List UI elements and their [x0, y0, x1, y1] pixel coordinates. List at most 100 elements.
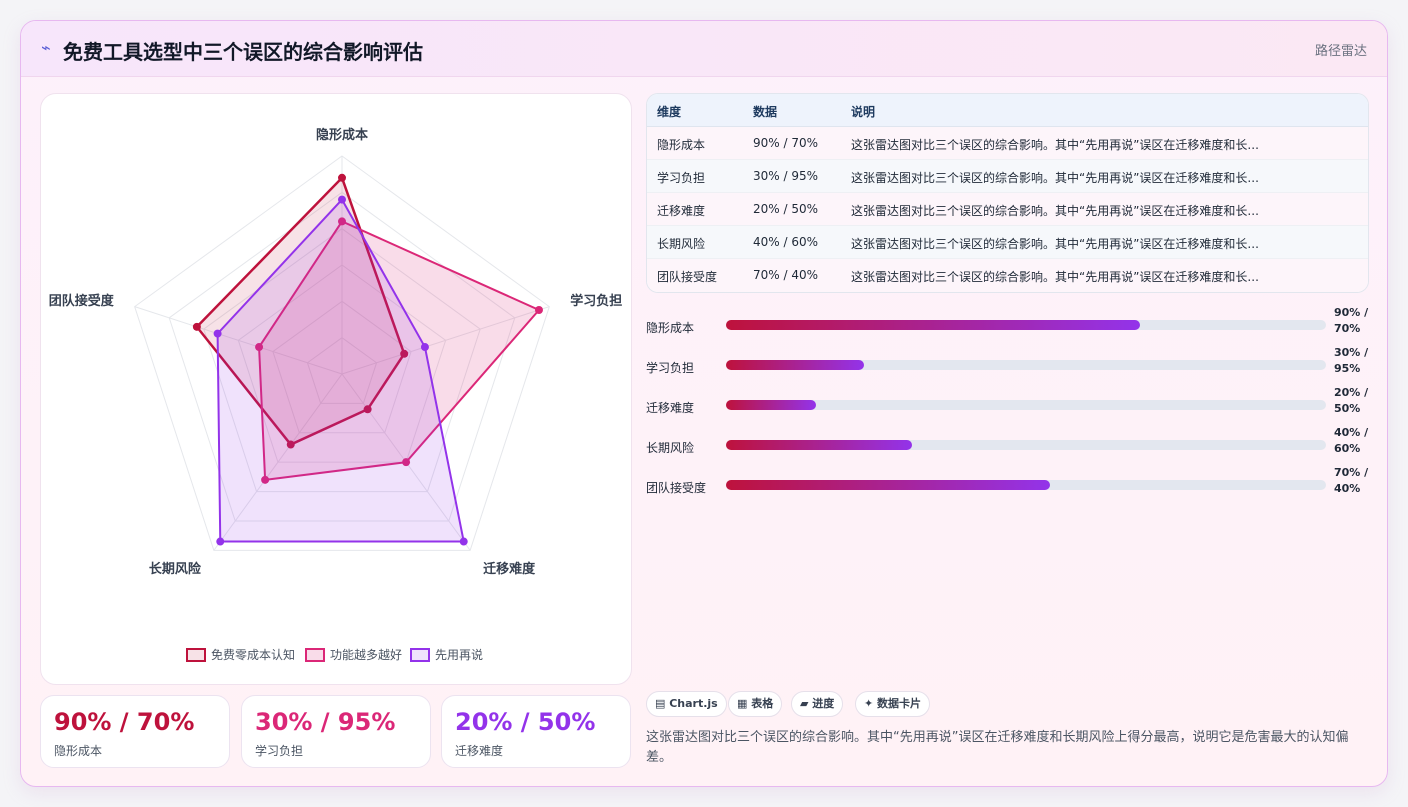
stat-value: 20% / 50%: [455, 708, 596, 736]
legend-label: 先用再说: [435, 647, 483, 662]
stat-label: 学习负担: [255, 744, 304, 758]
table-cell: 团队接受度: [657, 270, 718, 284]
radar-axis-label: 隐形成本: [316, 127, 368, 143]
radar-point: [255, 343, 264, 352]
stat-value: 30% / 95%: [255, 708, 396, 736]
legend-swatch: [186, 648, 206, 662]
progress-row: 隐形成本 90% / 70%: [646, 306, 1376, 348]
radar-point: [261, 475, 270, 484]
legend-label: 功能越多越好: [330, 648, 402, 662]
radar-series-area: [258, 220, 541, 481]
radar-point: [216, 537, 225, 546]
progress-value: 90% / 70%: [1334, 306, 1369, 335]
progress-value: 30% / 95%: [1334, 346, 1369, 375]
progress-fill: [726, 440, 912, 450]
progress-row: 学习负担 30% / 95%: [646, 346, 1376, 388]
table-row: 长期风险 40% / 60% 这张雷达图对比三个误区的综合影响。其中“先用再说”…: [647, 226, 1368, 259]
table-cell: 长期风险: [657, 237, 706, 251]
radar-grid-ring: [306, 337, 378, 404]
progress-row: 迁移难度 20% / 50%: [646, 386, 1376, 428]
app-frame: ⌁ 免费工具选型中三个误区的综合影响评估 路径雷达 隐形成本 学习负担 迁移难度 长期…: [20, 20, 1388, 787]
radar-point: [338, 195, 346, 204]
data-table: 维度 数据 说明 隐形成本 90% / 70% 这张雷达图对比三个误区的综合影响…: [646, 93, 1369, 293]
radar-series-area: [216, 197, 465, 543]
stat-card-migration: 20% / 50% 迁移难度: [441, 695, 631, 768]
summary-text: 这张雷达图对比三个误区的综合影响。其中“先用再说”误区在迁移难度和长期风险上得分…: [646, 730, 1349, 765]
radar-axis-line: [134, 306, 343, 375]
table-cell: 这张雷达图对比三个误区的综合影响。其中“先用再说”误区在迁移难度和长...: [851, 270, 1259, 284]
header: ⌁ 免费工具选型中三个误区的综合影响评估 路径雷达: [21, 21, 1387, 77]
radar-point: [192, 322, 201, 331]
progress-track: [726, 360, 1326, 370]
radar-point: [459, 537, 468, 546]
tag-table[interactable]: ▦ 表格: [728, 691, 783, 717]
tag-chartjs[interactable]: ▤ Chart.js: [646, 691, 727, 717]
progress-fill: [726, 360, 864, 370]
stat-label: 迁移难度: [455, 744, 504, 758]
progress-label: 迁移难度: [646, 401, 695, 415]
table-header-cell: 说明: [851, 105, 876, 119]
radar-series-area: [195, 175, 406, 447]
radar-axis-label: 团队接受度: [49, 293, 115, 309]
progress-row: 长期风险 40% / 60%: [646, 426, 1376, 468]
stat-card-hidden-cost: 90% / 70% 隐形成本: [40, 695, 230, 768]
table-cell: 40% / 60%: [753, 235, 819, 249]
radar-grid-ring: [237, 264, 447, 463]
table-row: 隐形成本 90% / 70% 这张雷达图对比三个误区的综合影响。其中“先用再说”…: [647, 127, 1368, 160]
progress-track: [726, 480, 1326, 490]
progress-track: [726, 320, 1326, 330]
progress-track: [726, 440, 1326, 450]
progress-label: 长期风险: [646, 441, 695, 455]
radar-point: [338, 217, 346, 226]
radar-point: [400, 349, 409, 358]
radar-point: [402, 458, 411, 467]
table-cell: 隐形成本: [657, 138, 706, 152]
table-row: 团队接受度 70% / 40% 这张雷达图对比三个误区的综合影响。其中“先用再说…: [647, 259, 1368, 292]
radar-point: [420, 343, 429, 352]
radar-axis-line: [341, 306, 550, 375]
header-badge[interactable]: 路径雷达: [1314, 44, 1367, 59]
radar-point: [338, 173, 346, 182]
table-cell: 学习负担: [657, 171, 706, 185]
table-cell: 这张雷达图对比三个误区的综合影响。其中“先用再说”误区在迁移难度和长...: [851, 204, 1259, 218]
radar-chart-card: 隐形成本 学习负担 迁移难度 长期风险 团队接受度 免费零成本认知 功能越多越好 先用再说: [40, 93, 632, 685]
stat-card-learning: 30% / 95% 学习负担: [241, 695, 431, 768]
progress-row: 团队接受度 70% / 40%: [646, 466, 1376, 508]
legend-swatch: [305, 648, 325, 662]
table-cell: 这张雷达图对比三个误区的综合影响。其中“先用再说”误区在迁移难度和长...: [851, 171, 1259, 185]
table-header-row: 维度 数据 说明: [647, 94, 1368, 127]
progress-fill: [726, 320, 1140, 330]
progress-value: 70% / 40%: [1334, 466, 1369, 495]
table-row: 学习负担 30% / 95% 这张雷达图对比三个误区的综合影响。其中“先用再说”…: [647, 160, 1368, 193]
progress-label: 学习负担: [646, 361, 695, 375]
page-title: 免费工具选型中三个误区的综合影响评估: [63, 40, 423, 64]
progress-label: 隐形成本: [646, 321, 695, 335]
table-cell: 这张雷达图对比三个误区的综合影响。其中“先用再说”误区在迁移难度和长...: [851, 237, 1259, 251]
tag-progress[interactable]: ▰ 进度: [791, 691, 844, 717]
table-cell: 这张雷达图对比三个误区的综合影响。其中“先用再说”误区在迁移难度和长...: [851, 138, 1259, 152]
radar-grid-ring: [134, 155, 550, 551]
progress-fill: [726, 400, 816, 410]
radar-point: [213, 329, 222, 338]
radar-grid-ring: [168, 191, 516, 522]
table-cell: 70% / 40%: [753, 268, 819, 282]
radar-point: [286, 440, 295, 449]
radar-axis-line: [213, 373, 343, 551]
radar-point: [363, 405, 372, 414]
table-header-cell: 维度: [657, 105, 682, 119]
progress-track: [726, 400, 1326, 410]
legend-label: 免费零成本认知: [211, 647, 295, 662]
legend-swatch: [410, 648, 430, 662]
radar-axis-label: 学习负担: [570, 293, 622, 309]
stat-label: 隐形成本: [54, 744, 103, 758]
table-cell: 30% / 95%: [753, 169, 819, 183]
radar-point: [534, 306, 543, 315]
table-cell: 90% / 70%: [753, 136, 819, 150]
table-cell: 20% / 50%: [753, 202, 819, 216]
progress-value: 20% / 50%: [1334, 386, 1369, 415]
table-row: 迁移难度 20% / 50% 这张雷达图对比三个误区的综合影响。其中“先用再说”…: [647, 193, 1368, 226]
table-header-cell: 数据: [753, 105, 778, 119]
tag-data-card[interactable]: ✦ 数据卡片: [855, 691, 931, 717]
progress-label: 团队接受度: [646, 481, 707, 495]
